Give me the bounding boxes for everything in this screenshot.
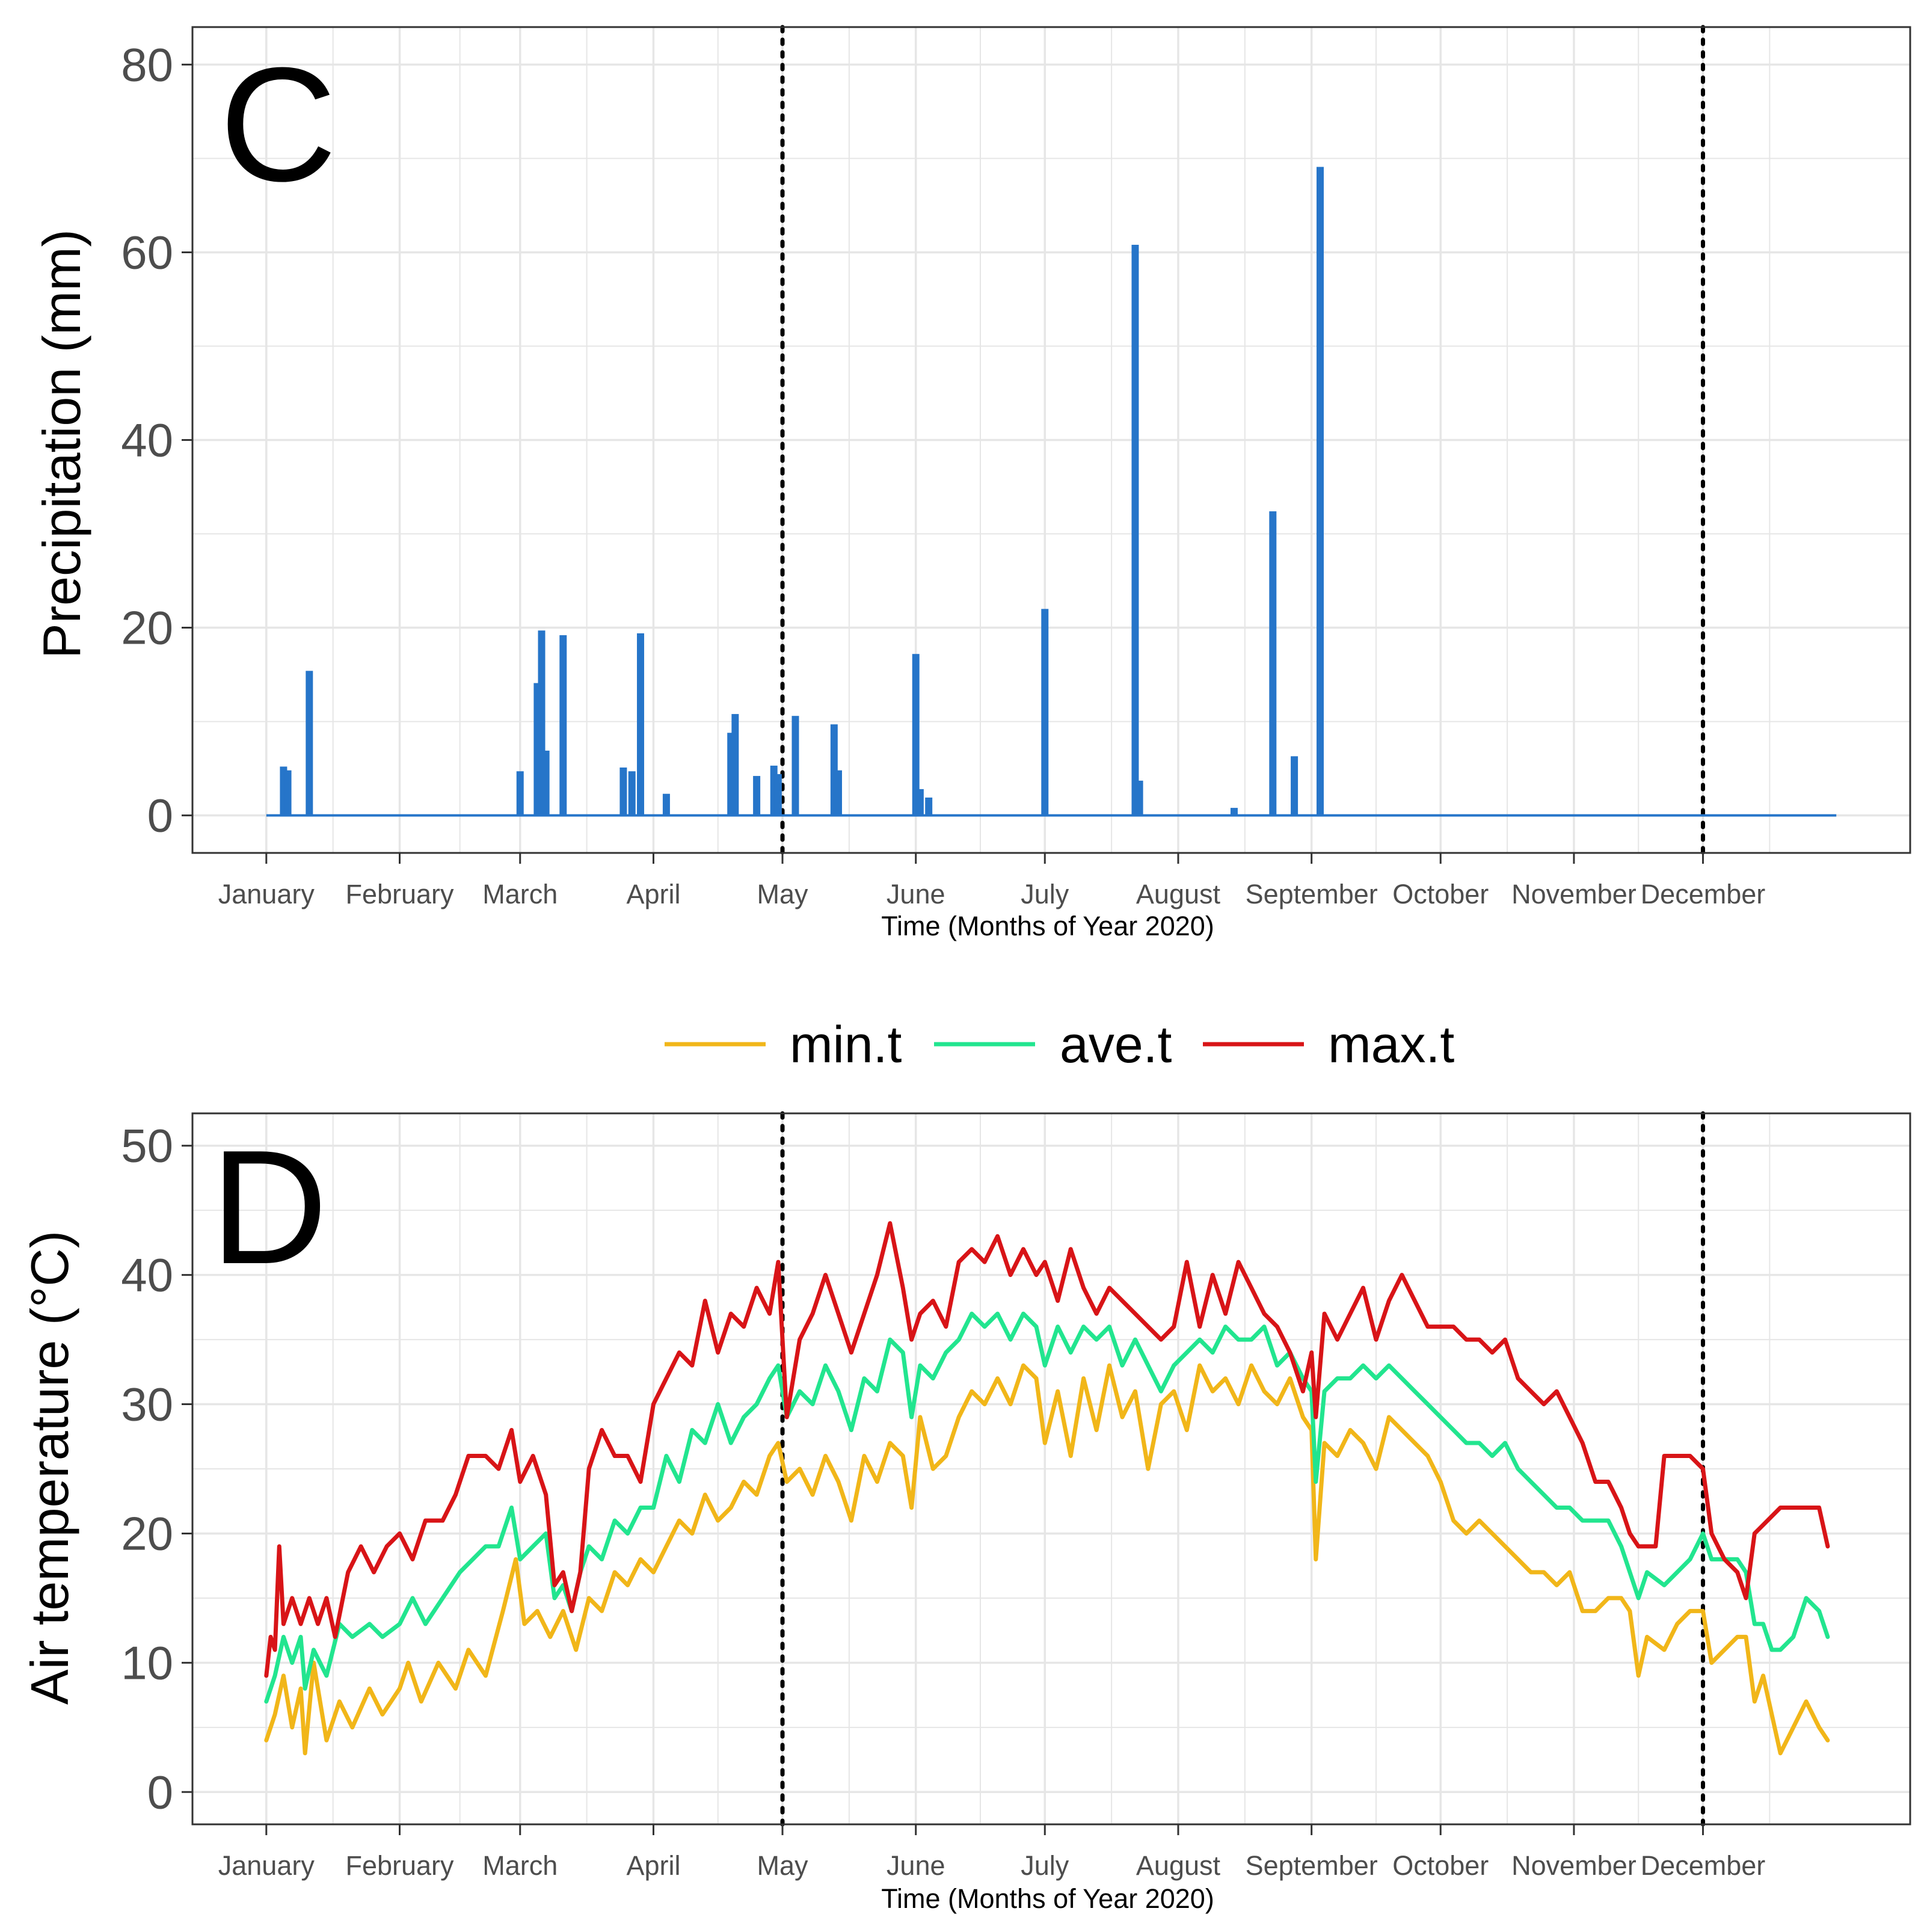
precipitation-bar xyxy=(1136,780,1143,816)
precipitation-bar xyxy=(637,633,645,816)
legend-label-min-t: min.t xyxy=(790,1016,902,1074)
precipitation-bar xyxy=(516,771,524,816)
y-tick-label: 60 xyxy=(121,226,173,278)
temperature-x-axis-label: Time (Months of Year 2020) xyxy=(881,1883,1214,1914)
precipitation-bar xyxy=(284,770,292,816)
precipitation-bars xyxy=(266,167,1837,817)
x-tick-label-june: June xyxy=(887,1850,945,1881)
y-tick-label: 40 xyxy=(121,414,173,467)
x-tick-label-september: September xyxy=(1246,1850,1378,1881)
y-tick-label: 40 xyxy=(121,1249,173,1302)
x-tick-label-march: March xyxy=(482,1850,558,1881)
precipitation-y-axis-label: Precipitation (mm) xyxy=(32,229,91,659)
x-tick-label-december: December xyxy=(1641,1850,1766,1881)
x-tick-label-august: August xyxy=(1136,1850,1221,1881)
x-tick-label-october: October xyxy=(1392,1850,1489,1881)
precipitation-bar xyxy=(542,750,550,816)
series-line-max-t xyxy=(264,1221,1830,1678)
precipitation-x-ticks: January February March April May June July Augu… xyxy=(218,853,1766,909)
precipitation-y-ticks: 0 20 40 60 80 xyxy=(121,38,192,842)
precipitation-bar xyxy=(731,714,739,816)
x-tick-label-february: February xyxy=(345,879,454,909)
precipitation-bar xyxy=(306,671,313,816)
precipitation-bar xyxy=(1230,808,1238,816)
x-tick-label-december: December xyxy=(1641,879,1766,909)
panel-label-c: C xyxy=(220,34,337,215)
x-tick-label-january: January xyxy=(218,879,315,909)
precipitation-bar xyxy=(834,770,842,816)
precipitation-bar xyxy=(774,774,782,816)
precipitation-bar xyxy=(1131,244,1139,816)
x-tick-label-october: October xyxy=(1392,879,1489,909)
temperature-chart: 0 10 20 30 40 50 January February March April May… xyxy=(20,1111,1911,1914)
precipitation-chart: 0 20 40 60 80 January February March April May Ju… xyxy=(32,25,1911,941)
precipitation-bar xyxy=(791,716,799,816)
x-tick-label-july: July xyxy=(1021,879,1069,909)
y-tick-label: 0 xyxy=(147,789,173,842)
x-tick-label-january: January xyxy=(218,1850,315,1881)
y-tick-label: 0 xyxy=(147,1765,173,1818)
x-tick-label-may: May xyxy=(757,879,809,909)
temperature-lines xyxy=(264,1221,1830,1756)
precipitation-bar xyxy=(662,793,670,816)
legend-label-ave-t: ave.t xyxy=(1060,1016,1172,1074)
precipitation-bar xyxy=(1316,167,1324,816)
y-tick-label: 10 xyxy=(121,1636,173,1689)
legend-label-max-t: max.t xyxy=(1328,1016,1454,1074)
precipitation-bar xyxy=(1291,756,1299,816)
precipitation-bar xyxy=(628,771,636,816)
temperature-legend: min.t ave.t max.t xyxy=(665,1016,1454,1074)
precipitation-bar xyxy=(912,654,920,816)
precipitation-bar xyxy=(925,797,933,816)
y-tick-label: 30 xyxy=(121,1378,173,1431)
temperature-x-ticks: January February March April May June July Augu… xyxy=(218,1824,1766,1881)
series-line-ave-t xyxy=(264,1311,1830,1704)
x-tick-label-april: April xyxy=(626,1850,680,1881)
x-tick-label-february: February xyxy=(345,1850,454,1881)
y-tick-label: 20 xyxy=(121,1507,173,1560)
precipitation-bar xyxy=(1269,511,1277,816)
precipitation-bar xyxy=(916,789,924,816)
x-tick-label-april: April xyxy=(626,879,680,909)
x-tick-label-september: September xyxy=(1246,879,1378,909)
x-tick-label-november: November xyxy=(1511,1850,1637,1881)
temperature-plot-border xyxy=(191,1112,1911,1826)
precipitation-bar xyxy=(1041,609,1049,816)
x-tick-label-august: August xyxy=(1136,879,1221,909)
x-tick-label-november: November xyxy=(1511,879,1637,909)
precipitation-bar xyxy=(559,635,567,816)
panel-label-d: D xyxy=(211,1117,328,1298)
temperature-y-axis-label: Air temperature (°C) xyxy=(20,1231,79,1705)
temperature-y-ticks: 0 10 20 30 40 50 xyxy=(121,1119,192,1818)
series-line-min-t xyxy=(264,1363,1830,1756)
x-tick-label-may: May xyxy=(757,1850,809,1881)
x-tick-label-june: June xyxy=(887,879,945,909)
y-tick-label: 50 xyxy=(121,1119,173,1172)
x-tick-label-march: March xyxy=(482,879,558,909)
y-tick-label: 20 xyxy=(121,601,173,654)
precipitation-bar xyxy=(619,768,627,816)
y-tick-label: 80 xyxy=(121,38,173,91)
x-tick-label-july: July xyxy=(1021,1850,1069,1881)
precipitation-x-axis-label: Time (Months of Year 2020) xyxy=(881,911,1214,941)
precipitation-bar xyxy=(753,776,761,816)
